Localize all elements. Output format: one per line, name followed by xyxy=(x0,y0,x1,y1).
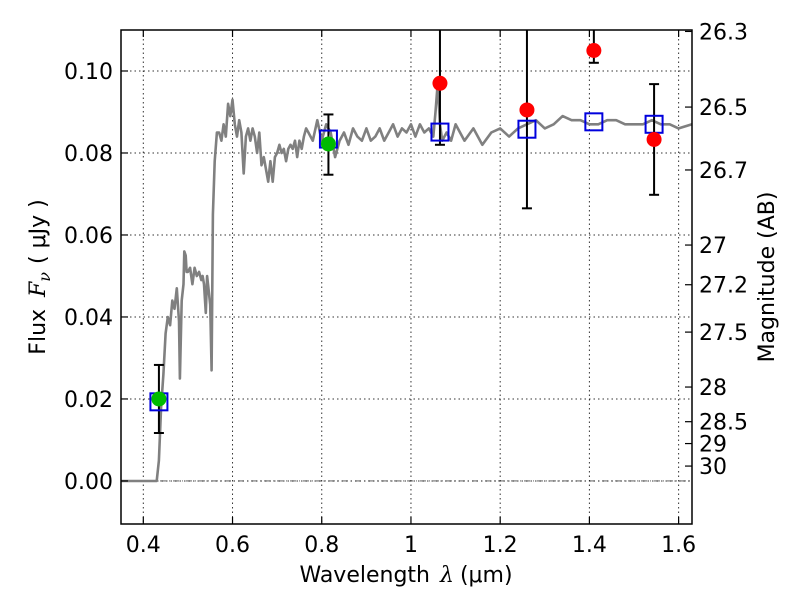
upper-limit-point xyxy=(586,42,602,58)
upper-limit-point xyxy=(646,131,662,147)
spectrum-line xyxy=(121,82,692,483)
data-points xyxy=(151,42,662,407)
model-square xyxy=(517,119,537,139)
y-tick-label: 0.04 xyxy=(64,306,113,331)
magnitude-tick-label: 26.7 xyxy=(699,159,748,184)
x-tick-label: 1.6 xyxy=(661,533,696,558)
detection-point xyxy=(151,391,167,407)
y-tick-label: 0.02 xyxy=(64,388,113,413)
spectrum-layer xyxy=(121,82,692,483)
magnitude-tick-label: 30 xyxy=(699,455,727,480)
model-square xyxy=(584,112,604,132)
error-bars xyxy=(153,30,660,434)
magnitude-tick-label: 27.5 xyxy=(699,321,748,346)
y-axis-label: FluxFν( μJy ) xyxy=(26,199,54,354)
y2-axis-label: Magnitude (AB) xyxy=(755,192,780,363)
model-square xyxy=(430,122,450,142)
magnitude-tick-label: 27.2 xyxy=(699,274,748,299)
y-tick-label: 0.06 xyxy=(64,224,113,249)
y-tick-label: 0.08 xyxy=(64,142,113,167)
x-tick-label: 1.4 xyxy=(572,533,607,558)
x-tick-label: 1.2 xyxy=(483,533,518,558)
x-tick-label: 0.8 xyxy=(304,533,339,558)
plot-frame xyxy=(120,29,693,525)
magnitude-tick-label: 26.3 xyxy=(699,20,748,45)
detection-point xyxy=(320,136,336,152)
magnitude-tick-label: 28.5 xyxy=(699,411,748,436)
x-tick-label: 0.6 xyxy=(215,533,250,558)
x-axis-label: Wavelength λ (μm) xyxy=(299,563,512,588)
upper-limit-point xyxy=(432,75,448,91)
x-tick-label: 0.4 xyxy=(126,533,161,558)
axis-ticks: 0.4 0.6 0.8 1 1.2 1.4 1.6 0.00 0.02 0.04 0.06 0.08 0… xyxy=(64,20,748,558)
upper-limit-point xyxy=(519,102,535,118)
magnitude-tick-label: 26.5 xyxy=(699,96,748,121)
magnitude-tick-label: 27 xyxy=(699,234,727,259)
y-tick-label: 0.10 xyxy=(64,60,113,85)
y-tick-label: 0.00 xyxy=(64,470,113,495)
magnitude-tick-label: 28 xyxy=(699,376,727,401)
x-tick-label: 1 xyxy=(404,533,418,558)
magnitude-tick-label: 29 xyxy=(699,433,727,458)
model-squares xyxy=(149,112,664,412)
